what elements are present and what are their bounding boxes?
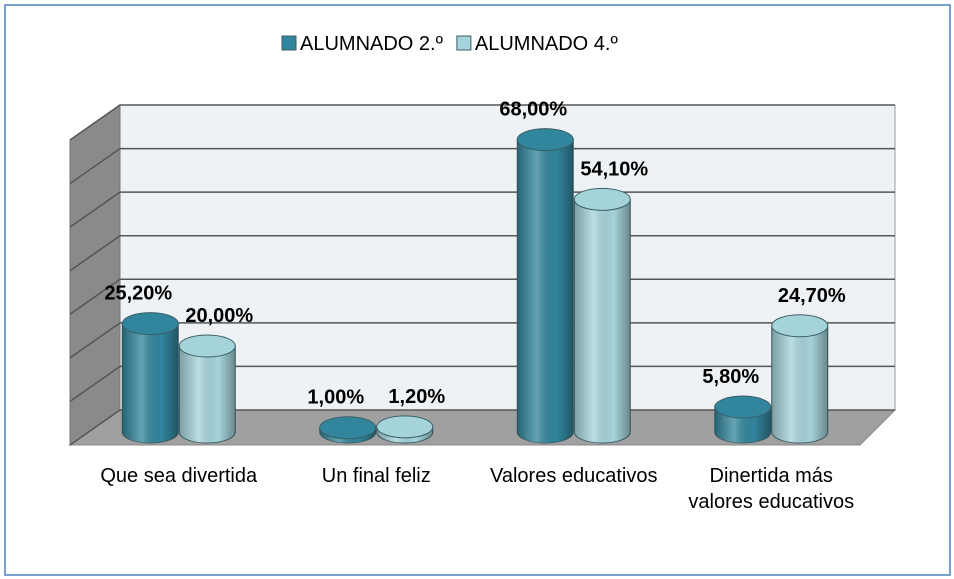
legend-swatch [281,35,297,51]
chart-border [4,4,951,576]
cylinder-top [573,187,631,211]
grid-line [69,322,895,359]
cylinder-top [714,395,772,419]
grid-line [69,104,895,141]
x-tick-label: Valores educativos [490,465,658,487]
grid-line [69,234,895,272]
cylinder-top [376,415,434,439]
cylinder-shade [517,139,574,443]
data-label: 5,80% [702,366,759,388]
cylinder-top [516,128,574,152]
data-label: 20,00% [185,305,253,327]
grid-line [69,147,895,185]
data-label: 1,20% [388,386,445,408]
grid-line [69,191,895,228]
cylinder-top [121,312,179,336]
grid-line [69,278,895,315]
cylinder-top [178,334,236,358]
cylinder-shade [771,325,828,443]
data-label: 1,00% [307,387,364,409]
data-label: 25,20% [104,283,172,305]
x-tick-label: Dinertida más valores educativos [688,465,855,513]
x-tick-label: Un final feliz [321,465,431,487]
grid-line [69,365,895,403]
cylinder-shade [574,199,631,443]
cylinder-top [319,416,377,440]
x-tick-label: Que sea divertida [100,465,258,487]
data-label: 54,10% [580,158,648,180]
legend-label: ALUMNADO 4.º [475,33,619,55]
cylinder-shade [122,323,179,443]
data-label: 68,00% [499,99,567,121]
cylinder-top [771,314,829,338]
legend-swatch [456,35,472,51]
side-wall [69,104,121,446]
data-label: 24,70% [778,285,846,307]
grid-line [69,409,895,446]
legend-label: ALUMNADO 2.º [300,33,444,55]
cylinder-shade [179,346,236,443]
